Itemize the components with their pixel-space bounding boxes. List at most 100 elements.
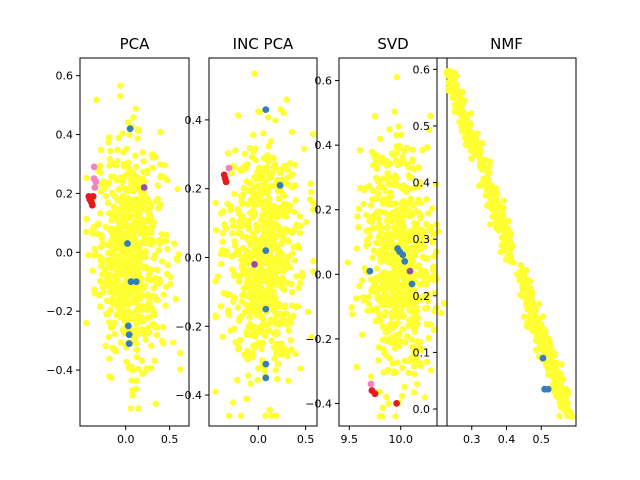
- scatter-point: [272, 367, 279, 374]
- scatter-point: [288, 289, 296, 296]
- scatter-point: [394, 319, 401, 327]
- scatter-point: [411, 166, 418, 173]
- scatter-point: [280, 286, 288, 294]
- scatter-point: [366, 182, 373, 190]
- scatter-point: [405, 164, 413, 171]
- y-tick-label: 0.4: [413, 177, 431, 190]
- scatter-point: [470, 139, 477, 146]
- scatter-point: [244, 254, 252, 262]
- scatter-point: [164, 245, 171, 253]
- scatter-point: [408, 229, 415, 236]
- scatter-point: [246, 314, 253, 321]
- scatter-point: [83, 228, 90, 236]
- scatter-point: [382, 241, 389, 248]
- scatter-point: [264, 164, 271, 171]
- scatter-point: [544, 385, 552, 393]
- subplots: PCA 0.0 0.5 −0.4 −0.2 0.0 0.2 0.4 0.6 INC PCA 0.0 0…: [46, 35, 577, 446]
- scatter-point: [164, 261, 171, 269]
- scatter-point: [378, 197, 385, 204]
- scatter-point: [228, 230, 236, 237]
- scatter-point: [510, 259, 517, 266]
- scatter-point: [134, 291, 141, 299]
- scatter-point: [260, 316, 267, 323]
- scatter-point: [229, 266, 236, 273]
- scatter-point: [275, 301, 283, 309]
- scatter-point: [130, 270, 138, 277]
- scatter-point: [148, 276, 155, 284]
- scatter-point: [219, 238, 226, 245]
- scatter-point: [414, 338, 421, 345]
- x-tick-label: 0.0: [250, 433, 268, 446]
- scatter-point: [533, 326, 541, 333]
- scatter-point: [140, 184, 148, 191]
- scatter-point: [135, 126, 142, 133]
- scatter-point: [120, 148, 127, 156]
- axes-frame: [79, 57, 190, 427]
- scatter-point: [265, 327, 273, 334]
- y-tick-label: 0.5: [413, 120, 431, 133]
- scatter-point: [291, 257, 298, 264]
- scatter-point: [361, 187, 368, 194]
- x-tick-label: 0.4: [498, 433, 516, 446]
- y-tick-label: 0.0: [185, 251, 203, 264]
- scatter-point: [106, 373, 113, 380]
- scatter-point: [477, 156, 484, 163]
- scatter-point: [125, 340, 133, 347]
- scatter-point: [449, 83, 456, 91]
- scatter-point: [227, 327, 234, 334]
- scatter-point: [104, 199, 112, 207]
- scatter-point: [360, 200, 367, 207]
- scatter-point: [132, 105, 139, 113]
- scatter-point: [111, 300, 118, 307]
- scatter-point: [154, 195, 161, 203]
- scatter-point: [503, 231, 510, 239]
- scatter-point: [429, 266, 437, 273]
- scatter-point: [104, 181, 112, 188]
- scatter-point: [509, 242, 516, 249]
- scatter-point: [400, 212, 408, 220]
- scatter-point: [415, 196, 422, 203]
- scatter-point: [235, 317, 243, 324]
- y-tick-label: 0.6: [315, 75, 333, 88]
- scatter-point: [484, 171, 492, 178]
- scatter-point: [399, 218, 406, 225]
- scatter-point: [116, 92, 124, 100]
- scatter-point: [225, 412, 233, 419]
- scatter-point: [401, 357, 409, 364]
- scatter-point: [277, 106, 284, 113]
- scatter-point: [397, 303, 405, 310]
- scatter-point: [372, 195, 379, 202]
- scatter-point: [389, 324, 397, 331]
- scatter-point: [409, 202, 417, 209]
- scatter-point: [257, 217, 265, 224]
- scatter-point: [455, 98, 462, 106]
- scatter-point: [89, 267, 96, 274]
- scatter-point: [546, 339, 553, 346]
- scatter-point: [140, 158, 147, 165]
- subplot-3: SVD 9.5 10.0 −0.4 −0.2 0.0 0.2 0.4 0.6: [305, 35, 448, 446]
- scatter-point: [427, 112, 434, 120]
- scatter-point: [409, 156, 416, 163]
- scatter-point: [272, 412, 280, 419]
- scatter-point: [377, 223, 385, 231]
- scatter-point: [132, 212, 139, 219]
- scatter-point: [268, 231, 275, 238]
- y-tick-label: 0.2: [413, 290, 431, 303]
- y-tick-label: −0.2: [305, 333, 332, 346]
- scatter-point: [132, 163, 139, 170]
- scatter-point: [217, 303, 225, 310]
- scatter-point: [273, 276, 280, 283]
- scatter-point: [93, 96, 100, 104]
- scatter-point: [426, 126, 433, 133]
- scatter-point: [285, 227, 292, 235]
- scatter-point: [177, 366, 184, 373]
- scatter-point: [232, 339, 239, 346]
- scatter-point: [399, 312, 406, 319]
- scatter-point: [406, 267, 414, 275]
- scatter-point: [296, 229, 304, 237]
- points-layer: [344, 73, 447, 420]
- scatter-point: [377, 272, 385, 279]
- scatter-point: [291, 161, 299, 168]
- scatter-point: [141, 239, 149, 246]
- scatter-point: [250, 290, 257, 298]
